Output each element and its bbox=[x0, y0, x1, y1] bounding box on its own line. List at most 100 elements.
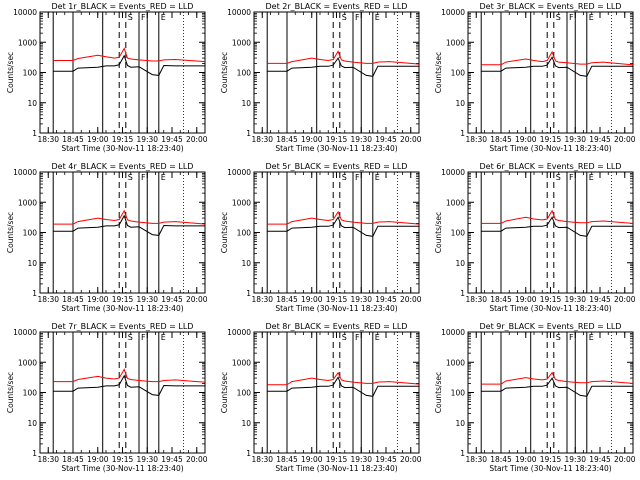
x-tick-label: 20:00 bbox=[186, 455, 208, 464]
x-tick-label: 18:45 bbox=[62, 135, 84, 144]
x-tick-label: 19:15 bbox=[326, 455, 348, 464]
x-tick-label: 19:15 bbox=[112, 455, 134, 464]
y-axis-label: Counts/sec bbox=[220, 52, 229, 93]
detector-panel: Det 5r_BLACK = Events_RED = LLD 1 10 100 100… bbox=[220, 162, 422, 313]
x-tick-label: 20:00 bbox=[614, 455, 636, 464]
x-tick-label: 18:45 bbox=[276, 295, 298, 304]
x-tick-label: 19:00 bbox=[87, 455, 109, 464]
plot-frame bbox=[467, 171, 634, 294]
x-tick-label: 18:45 bbox=[490, 295, 512, 304]
x-tick-label: 19:15 bbox=[540, 295, 562, 304]
y-axis-label: Counts/sec bbox=[220, 212, 229, 253]
y-axis-label: Counts/sec bbox=[434, 372, 443, 413]
x-tick-label: 18:30 bbox=[37, 455, 59, 464]
y-tick-label: 100 bbox=[23, 389, 38, 398]
y-tick-label: 1 bbox=[460, 449, 465, 458]
x-tick-label: 19:45 bbox=[161, 455, 183, 464]
x-tick-label: 19:45 bbox=[375, 295, 397, 304]
y-tick-label: 1 bbox=[460, 129, 465, 138]
marker-label: S bbox=[342, 13, 347, 22]
y-tick-label: 1 bbox=[32, 449, 37, 458]
detector-panel: Det 1r_BLACK = Events_RED = LLD 1 10 100 100… bbox=[6, 2, 208, 153]
x-tick-label: 18:30 bbox=[251, 455, 273, 464]
y-tick-label: 10 bbox=[455, 259, 465, 268]
y-axis-label: Counts/sec bbox=[220, 372, 229, 413]
lld-series-line bbox=[481, 209, 634, 224]
x-tick-label: 18:45 bbox=[62, 295, 84, 304]
x-axis-label: Start Time (30-Nov-11 18:23:40) bbox=[61, 144, 183, 153]
marker-label: S bbox=[556, 333, 561, 342]
marker-label: S bbox=[128, 173, 133, 182]
y-tick-label: 10 bbox=[241, 99, 251, 108]
y-tick-label: 10 bbox=[27, 99, 37, 108]
x-tick-label: 19:30 bbox=[564, 135, 586, 144]
x-tick-label: 19:30 bbox=[136, 455, 158, 464]
x-tick-label: 20:00 bbox=[186, 135, 208, 144]
y-tick-label: 100 bbox=[451, 229, 466, 238]
plot-frame bbox=[467, 11, 634, 134]
events-series-line bbox=[53, 214, 205, 236]
marker-label: E bbox=[375, 13, 380, 22]
x-tick-label: 19:00 bbox=[87, 295, 109, 304]
detector-panel: Det 3r_BLACK = Events_RED = LLD 1 10 100 100… bbox=[434, 2, 636, 153]
y-tick-label: 10000 bbox=[441, 328, 465, 337]
x-tick-label: 19:45 bbox=[375, 135, 397, 144]
x-tick-label: 18:45 bbox=[276, 455, 298, 464]
plot-frame bbox=[253, 11, 420, 134]
x-tick-label: 19:45 bbox=[375, 455, 397, 464]
marker-label: F bbox=[141, 333, 146, 342]
x-tick-label: 19:45 bbox=[589, 135, 611, 144]
x-tick-label: 18:45 bbox=[490, 455, 512, 464]
x-tick-label: 20:00 bbox=[400, 295, 422, 304]
detector-panel: Det 2r_BLACK = Events_RED = LLD 1 10 100 100… bbox=[220, 2, 422, 153]
x-tick-label: 18:30 bbox=[37, 295, 59, 304]
y-tick-label: 10 bbox=[455, 419, 465, 428]
plot-frame bbox=[39, 11, 206, 134]
lld-series-line bbox=[267, 371, 420, 386]
y-tick-label: 10 bbox=[27, 419, 37, 428]
marker-label: E bbox=[161, 333, 166, 342]
x-tick-label: 19:45 bbox=[161, 135, 183, 144]
events-series-line bbox=[53, 374, 205, 396]
marker-label: S bbox=[556, 173, 561, 182]
x-tick-label: 18:30 bbox=[465, 135, 487, 144]
detector-panel: Det 8r_BLACK = Events_RED = LLD 1 10 100 100… bbox=[220, 322, 422, 473]
x-tick-label: 19:15 bbox=[112, 135, 134, 144]
marker-label: E bbox=[375, 333, 380, 342]
marker-label: F bbox=[355, 173, 360, 182]
x-tick-label: 19:15 bbox=[540, 455, 562, 464]
events-series-line bbox=[481, 56, 633, 77]
y-tick-label: 1000 bbox=[18, 198, 37, 207]
y-axis-label: Counts/sec bbox=[6, 212, 15, 253]
plot-frame bbox=[39, 331, 206, 454]
y-tick-label: 1000 bbox=[18, 38, 37, 47]
y-tick-label: 1000 bbox=[232, 38, 251, 47]
lld-series-line bbox=[53, 47, 206, 63]
y-tick-label: 1 bbox=[460, 289, 465, 298]
detector-panel: Det 7r_BLACK = Events_RED = LLD 1 10 100 100… bbox=[6, 322, 208, 473]
plot-frame bbox=[253, 331, 420, 454]
marker-label: S bbox=[556, 13, 561, 22]
events-series-line bbox=[267, 57, 419, 77]
y-tick-label: 10000 bbox=[227, 168, 251, 177]
x-tick-label: 19:00 bbox=[515, 295, 537, 304]
marker-label: E bbox=[161, 13, 166, 22]
plot-frame bbox=[39, 171, 206, 294]
x-tick-label: 20:00 bbox=[400, 455, 422, 464]
x-tick-label: 19:45 bbox=[161, 295, 183, 304]
x-tick-label: 18:30 bbox=[37, 135, 59, 144]
y-tick-label: 1000 bbox=[446, 198, 465, 207]
marker-label: E bbox=[589, 13, 594, 22]
marker-label: F bbox=[355, 333, 360, 342]
panel-title: Det 1r_BLACK = Events_RED = LLD bbox=[52, 2, 194, 11]
y-tick-label: 10000 bbox=[227, 8, 251, 17]
y-tick-label: 1000 bbox=[18, 358, 37, 367]
x-tick-label: 18:45 bbox=[490, 135, 512, 144]
y-tick-label: 10 bbox=[241, 259, 251, 268]
marker-label: F bbox=[141, 13, 146, 22]
y-axis-label: Counts/sec bbox=[434, 212, 443, 253]
marker-label: F bbox=[569, 333, 574, 342]
x-tick-label: 19:00 bbox=[301, 295, 323, 304]
x-tick-label: 19:45 bbox=[589, 455, 611, 464]
x-tick-label: 19:15 bbox=[540, 135, 562, 144]
